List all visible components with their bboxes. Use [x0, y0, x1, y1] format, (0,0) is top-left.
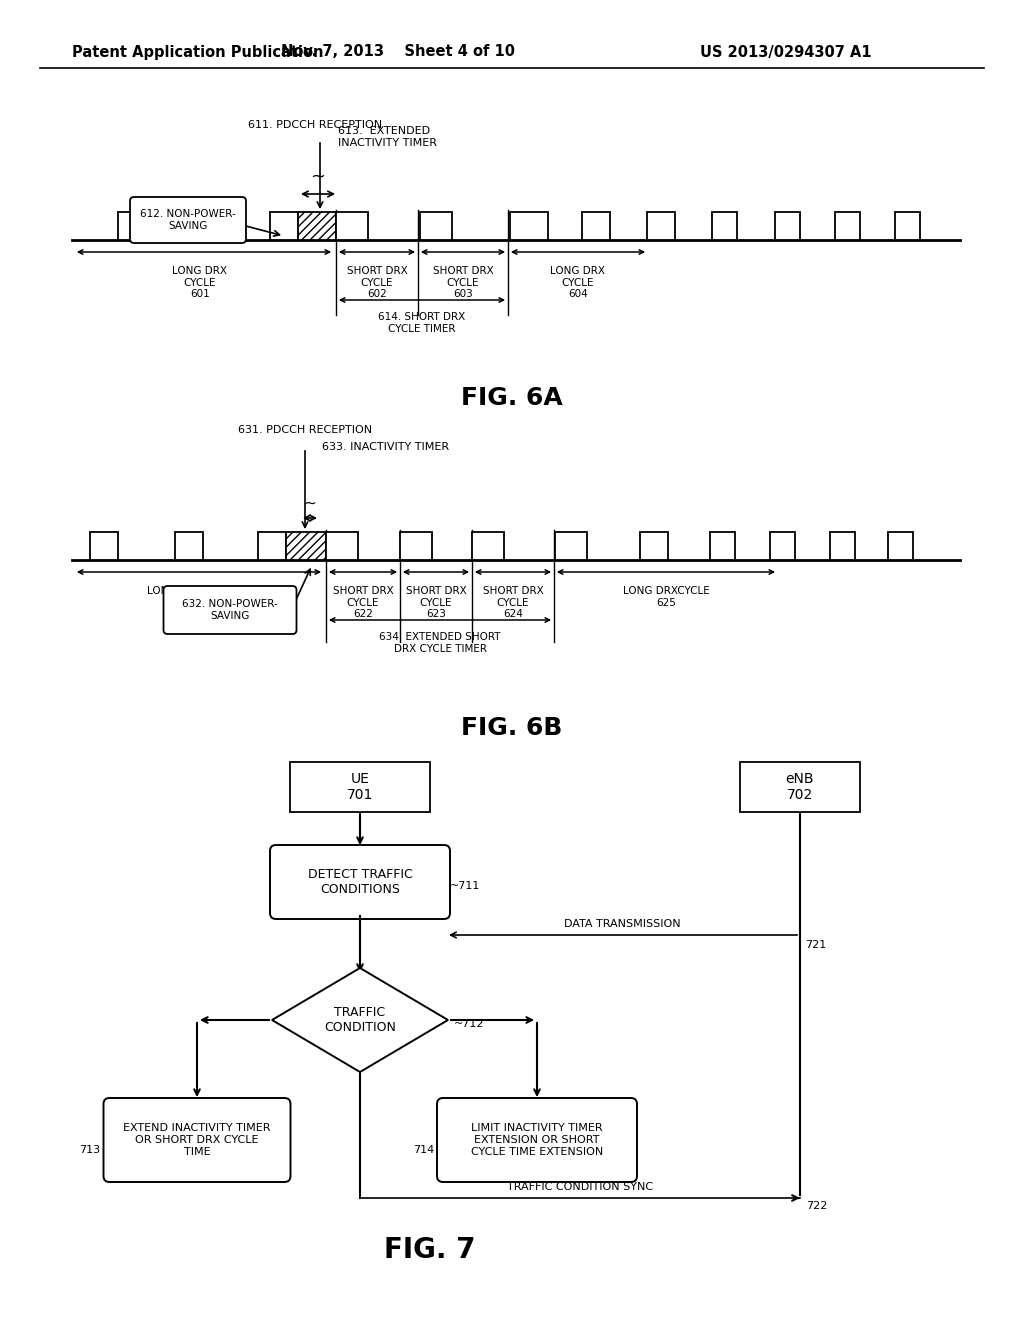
- Text: LONG DRX
CYCLE
601: LONG DRX CYCLE 601: [172, 267, 227, 300]
- FancyBboxPatch shape: [103, 1098, 291, 1181]
- Bar: [555, 532, 587, 560]
- Text: 632. NON-POWER-
SAVING: 632. NON-POWER- SAVING: [182, 599, 278, 620]
- Text: SHORT DRX
CYCLE
623: SHORT DRX CYCLE 623: [406, 586, 466, 619]
- Text: Nov. 7, 2013    Sheet 4 of 10: Nov. 7, 2013 Sheet 4 of 10: [281, 45, 515, 59]
- Bar: [290, 762, 430, 812]
- Bar: [472, 532, 504, 560]
- Text: UE
701: UE 701: [347, 772, 373, 803]
- Bar: [770, 532, 795, 560]
- Bar: [298, 213, 336, 240]
- FancyBboxPatch shape: [130, 197, 246, 243]
- Text: 611. PDCCH RECEPTION: 611. PDCCH RECEPTION: [248, 120, 382, 129]
- Bar: [270, 213, 298, 240]
- Bar: [740, 762, 860, 812]
- Text: 614. SHORT DRX
CYCLE TIMER: 614. SHORT DRX CYCLE TIMER: [379, 312, 466, 334]
- Text: 613.  EXTENDED
INACTIVITY TIMER: 613. EXTENDED INACTIVITY TIMER: [338, 127, 437, 148]
- Bar: [286, 532, 326, 560]
- Text: TRAFFIC
CONDITION: TRAFFIC CONDITION: [324, 1006, 396, 1034]
- Text: ~: ~: [304, 496, 316, 511]
- Text: TRAFFIC CONDITION SYNC: TRAFFIC CONDITION SYNC: [507, 1181, 653, 1192]
- Text: SHORT DRX
CYCLE
624: SHORT DRX CYCLE 624: [482, 586, 544, 619]
- Text: LONG DRX
CYCLE
604: LONG DRX CYCLE 604: [551, 267, 605, 300]
- Text: SHORT DRX
CYCLE
622: SHORT DRX CYCLE 622: [333, 586, 393, 619]
- Bar: [582, 213, 610, 240]
- Text: 634. EXTENDED SHORT
DRX CYCLE TIMER: 634. EXTENDED SHORT DRX CYCLE TIMER: [379, 632, 501, 653]
- Text: LONG DRXCYCLE
621: LONG DRXCYCLE 621: [146, 586, 233, 607]
- Text: 722: 722: [806, 1201, 827, 1210]
- Polygon shape: [272, 968, 449, 1072]
- Bar: [640, 532, 668, 560]
- Bar: [775, 213, 800, 240]
- Text: 714: 714: [413, 1144, 434, 1155]
- Bar: [712, 213, 737, 240]
- Text: LIMIT INACTIVITY TIMER
EXTENSION OR SHORT
CYCLE TIME EXTENSION: LIMIT INACTIVITY TIMER EXTENSION OR SHOR…: [471, 1123, 603, 1156]
- Bar: [258, 532, 286, 560]
- FancyBboxPatch shape: [437, 1098, 637, 1181]
- Bar: [90, 532, 118, 560]
- Bar: [420, 213, 452, 240]
- Text: ~712: ~712: [454, 1019, 484, 1030]
- Bar: [888, 532, 913, 560]
- Text: 633. INACTIVITY TIMER: 633. INACTIVITY TIMER: [322, 442, 450, 451]
- Bar: [118, 213, 150, 240]
- Text: DATA TRANSMISSION: DATA TRANSMISSION: [563, 919, 680, 929]
- Text: ~711: ~711: [450, 880, 480, 891]
- Bar: [336, 213, 368, 240]
- Bar: [710, 532, 735, 560]
- FancyBboxPatch shape: [164, 586, 297, 634]
- Text: SHORT DRX
CYCLE
602: SHORT DRX CYCLE 602: [347, 267, 408, 300]
- Bar: [326, 532, 358, 560]
- Bar: [175, 532, 203, 560]
- Text: LONG DRXCYCLE
625: LONG DRXCYCLE 625: [623, 586, 710, 607]
- Text: 631. PDCCH RECEPTION: 631. PDCCH RECEPTION: [238, 425, 372, 436]
- Bar: [647, 213, 675, 240]
- Text: 713: 713: [80, 1144, 100, 1155]
- Bar: [400, 532, 432, 560]
- Text: FIG. 7: FIG. 7: [384, 1236, 476, 1265]
- Bar: [895, 213, 920, 240]
- Text: 721: 721: [805, 940, 826, 950]
- Text: ~: ~: [310, 168, 326, 186]
- Text: SHORT DRX
CYCLE
603: SHORT DRX CYCLE 603: [432, 267, 494, 300]
- Text: Patent Application Publication: Patent Application Publication: [72, 45, 324, 59]
- Bar: [830, 532, 855, 560]
- Text: eNB
702: eNB 702: [785, 772, 814, 803]
- Text: FIG. 6A: FIG. 6A: [461, 385, 563, 411]
- Text: DETECT TRAFFIC
CONDITIONS: DETECT TRAFFIC CONDITIONS: [307, 869, 413, 896]
- Text: EXTEND INACTIVITY TIMER
OR SHORT DRX CYCLE
TIME: EXTEND INACTIVITY TIMER OR SHORT DRX CYC…: [123, 1123, 270, 1156]
- Bar: [510, 213, 548, 240]
- Text: 612. NON-POWER-
SAVING: 612. NON-POWER- SAVING: [140, 209, 236, 231]
- Text: FIG. 6B: FIG. 6B: [462, 715, 562, 741]
- Text: US 2013/0294307 A1: US 2013/0294307 A1: [700, 45, 871, 59]
- Bar: [835, 213, 860, 240]
- FancyBboxPatch shape: [270, 845, 450, 919]
